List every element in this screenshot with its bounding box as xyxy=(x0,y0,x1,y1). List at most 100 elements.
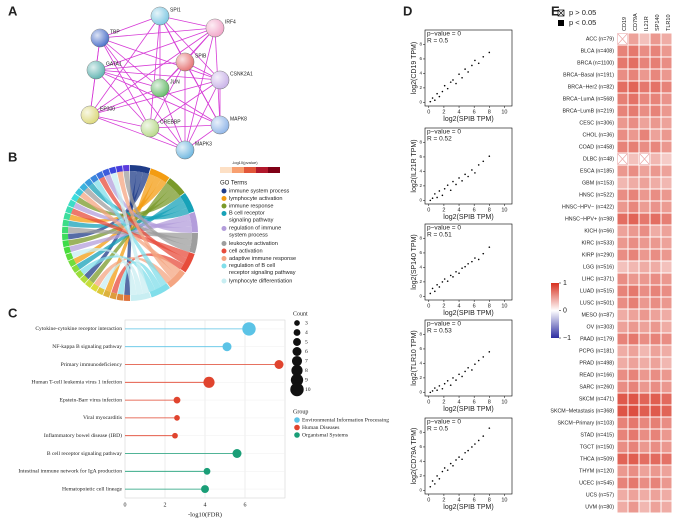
point xyxy=(431,480,434,482)
cell xyxy=(650,453,661,465)
x-tick-label: 4 xyxy=(458,109,461,115)
cell xyxy=(628,141,639,153)
cell xyxy=(661,225,672,237)
point xyxy=(471,169,473,171)
cell xyxy=(661,93,672,105)
cell xyxy=(617,429,628,441)
network: SPI1 IRF4 TBP SPIB CSNK2A1 GATA1 JUN EP300 MAPK8… xyxy=(80,6,253,160)
cell xyxy=(617,441,628,453)
dot xyxy=(203,376,215,388)
point xyxy=(471,260,473,263)
gene-arc xyxy=(62,226,69,233)
point xyxy=(477,439,480,442)
row-label: SKCM−Metastasis (n=368) xyxy=(550,408,614,414)
colorbar xyxy=(551,283,559,338)
point xyxy=(449,384,452,386)
cell xyxy=(639,117,650,129)
row-label: THCA (n=509) xyxy=(580,456,614,462)
ribbon xyxy=(73,176,161,264)
row-label: PCPG (n=181) xyxy=(579,348,614,354)
edge xyxy=(89,114,151,129)
legend-swatch xyxy=(221,278,227,284)
cell xyxy=(639,33,650,45)
row-label: PAAD (n=179) xyxy=(580,336,614,342)
size-key xyxy=(293,338,301,346)
cell xyxy=(617,465,628,477)
cell xyxy=(639,213,650,225)
cell xyxy=(628,477,639,489)
cell xyxy=(628,201,639,213)
point xyxy=(438,478,441,480)
cell xyxy=(661,381,672,393)
cell xyxy=(639,429,650,441)
edge xyxy=(159,15,221,81)
cell xyxy=(628,465,639,477)
x-axis-title: log2(SPIB TPM) xyxy=(443,214,493,221)
gene-arc xyxy=(96,287,105,296)
y-tick-label: 2 xyxy=(419,375,422,380)
y-tick-label: 8 xyxy=(419,236,422,241)
cell xyxy=(650,333,661,345)
row-label: UCS (n=57) xyxy=(586,492,614,498)
annotation: R = 0.53 xyxy=(427,328,452,335)
dot xyxy=(173,396,181,404)
cell xyxy=(628,285,639,297)
gene-arc xyxy=(84,178,94,187)
gene-arc xyxy=(90,283,99,292)
legend-label-line: regulation of B cell xyxy=(229,263,275,269)
cell xyxy=(650,369,661,381)
gene-arc xyxy=(102,168,111,177)
size-key xyxy=(290,382,304,397)
y-tick-label: B cell receptor signaling pathway xyxy=(47,451,122,457)
x-tick-label: 2 xyxy=(442,207,445,213)
term-arc xyxy=(149,168,170,183)
point xyxy=(449,189,452,192)
point xyxy=(467,175,469,178)
y-tick-label: 8 xyxy=(419,42,422,47)
x-tick-label: 6 xyxy=(473,207,476,213)
cell xyxy=(628,357,639,369)
cell xyxy=(628,405,639,417)
gene-arc xyxy=(67,199,76,208)
cell xyxy=(628,57,639,69)
cell xyxy=(661,213,672,225)
legend-label: immune response xyxy=(229,203,273,209)
cell xyxy=(639,57,650,69)
size-key-label: 4 xyxy=(305,330,308,336)
edge xyxy=(95,69,161,89)
size-key-label: 10 xyxy=(305,387,311,393)
cell xyxy=(650,141,661,153)
row-label: SKCM−Primary (n=103) xyxy=(557,420,614,426)
colorbar-label: 1 xyxy=(563,280,567,287)
cell xyxy=(628,369,639,381)
point xyxy=(434,483,436,485)
y-tick-label: 2 xyxy=(419,473,422,478)
ribbon xyxy=(68,186,177,246)
point xyxy=(474,443,476,445)
cell xyxy=(628,321,639,333)
row-label: KICH (n=66) xyxy=(584,228,614,234)
y-tick-label: 4 xyxy=(419,361,422,366)
y-tick-label: 4 xyxy=(419,169,422,174)
cell xyxy=(628,273,639,285)
x-axis-title: log2(SPIB TPM) xyxy=(443,310,493,317)
cell xyxy=(628,165,639,177)
cell xyxy=(661,273,672,285)
x-tick-label: 2 xyxy=(442,303,445,309)
point xyxy=(431,390,434,392)
point xyxy=(461,458,463,461)
legend-swatch xyxy=(221,211,227,216)
row-label: ACC (n=79) xyxy=(586,36,614,42)
y-tick-label: 2 xyxy=(419,85,422,90)
cell xyxy=(650,321,661,333)
edge xyxy=(95,61,186,71)
point xyxy=(461,375,463,378)
point xyxy=(449,462,452,465)
node-highlight xyxy=(81,106,99,124)
cell xyxy=(628,81,639,93)
cell xyxy=(639,177,650,189)
cell xyxy=(661,117,672,129)
cell xyxy=(661,345,672,357)
cell xyxy=(661,321,672,333)
point xyxy=(452,180,454,183)
